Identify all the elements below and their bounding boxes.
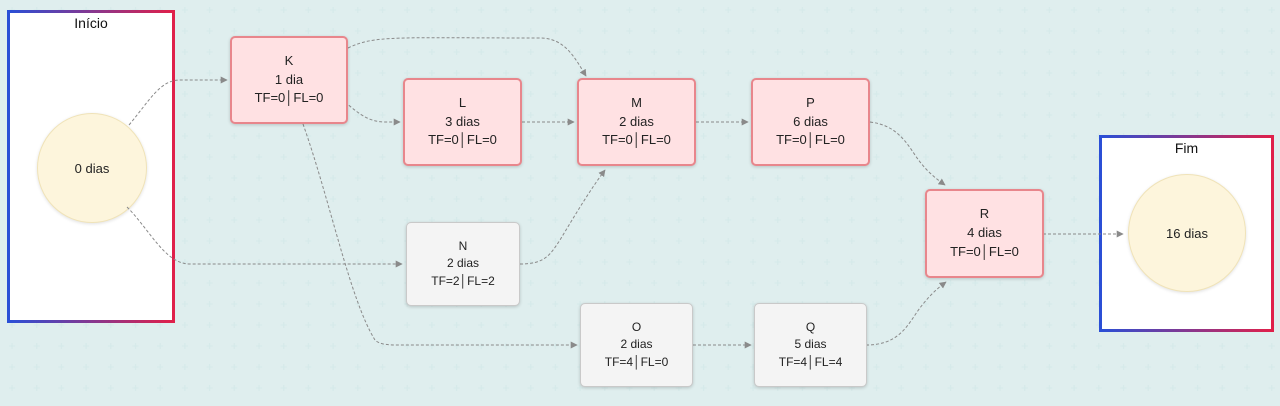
task-node-q[interactable]: Q 5 dias TF=4│FL=4 <box>754 303 867 387</box>
end-duration: 16 dias <box>1166 225 1208 241</box>
task-k-duration: 1 dia <box>274 71 304 87</box>
task-n-name: N <box>458 238 468 253</box>
task-q-name: Q <box>805 319 816 334</box>
task-o-duration: 2 dias <box>620 337 653 352</box>
task-m-slack: TF=0│FL=0 <box>602 132 671 148</box>
task-r-name: R <box>979 206 990 222</box>
connector-n-m <box>519 169 606 265</box>
start-milestone[interactable]: 0 dias <box>37 113 147 223</box>
task-node-o[interactable]: O 2 dias TF=4│FL=0 <box>580 303 693 387</box>
task-node-r[interactable]: R 4 dias TF=0│FL=0 <box>925 189 1044 278</box>
end-frame: Fim 16 dias <box>1099 135 1274 332</box>
task-r-duration: 4 dias <box>967 225 1002 241</box>
task-p-name: P <box>806 94 815 110</box>
connector-k-m <box>347 37 587 77</box>
task-q-slack: TF=4│FL=4 <box>778 354 843 369</box>
connector-k-o <box>302 123 578 349</box>
task-node-n[interactable]: N 2 dias TF=2│FL=2 <box>406 222 520 306</box>
task-o-slack: TF=4│FL=0 <box>604 354 669 369</box>
start-frame: Início 0 dias <box>7 10 175 323</box>
task-node-m[interactable]: M 2 dias TF=0│FL=0 <box>577 78 696 166</box>
task-l-name: L <box>458 94 467 110</box>
task-p-duration: 6 dias <box>793 113 828 129</box>
task-m-name: M <box>631 94 642 110</box>
connector-k-l <box>344 101 401 126</box>
connector-p-r <box>869 121 946 186</box>
task-r-slack: TF=0│FL=0 <box>950 243 1019 259</box>
start-frame-title: Início <box>74 15 108 31</box>
task-k-slack: TF=0│FL=0 <box>254 90 324 106</box>
connector-q-r <box>865 281 947 346</box>
task-m-duration: 2 dias <box>619 113 654 129</box>
task-n-slack: TF=2│FL=2 <box>431 273 495 288</box>
end-frame-title: Fim <box>1174 140 1199 156</box>
task-k-name: K <box>284 52 294 68</box>
task-l-slack: TF=0│FL=0 <box>428 132 497 148</box>
connector-start-n <box>126 206 403 268</box>
task-node-p[interactable]: P 6 dias TF=0│FL=0 <box>751 78 870 166</box>
task-o-name: O <box>631 319 642 334</box>
connector-start-k <box>128 76 228 126</box>
start-duration: 0 dias <box>74 160 110 176</box>
task-node-l[interactable]: L 3 dias TF=0│FL=0 <box>403 78 522 166</box>
task-n-duration: 2 dias <box>446 256 480 271</box>
task-node-k[interactable]: K 1 dia TF=0│FL=0 <box>230 36 348 124</box>
task-q-duration: 5 dias <box>794 337 827 352</box>
task-p-slack: TF=0│FL=0 <box>776 132 845 148</box>
task-l-duration: 3 dias <box>445 113 480 129</box>
end-milestone[interactable]: 16 dias <box>1128 174 1246 292</box>
